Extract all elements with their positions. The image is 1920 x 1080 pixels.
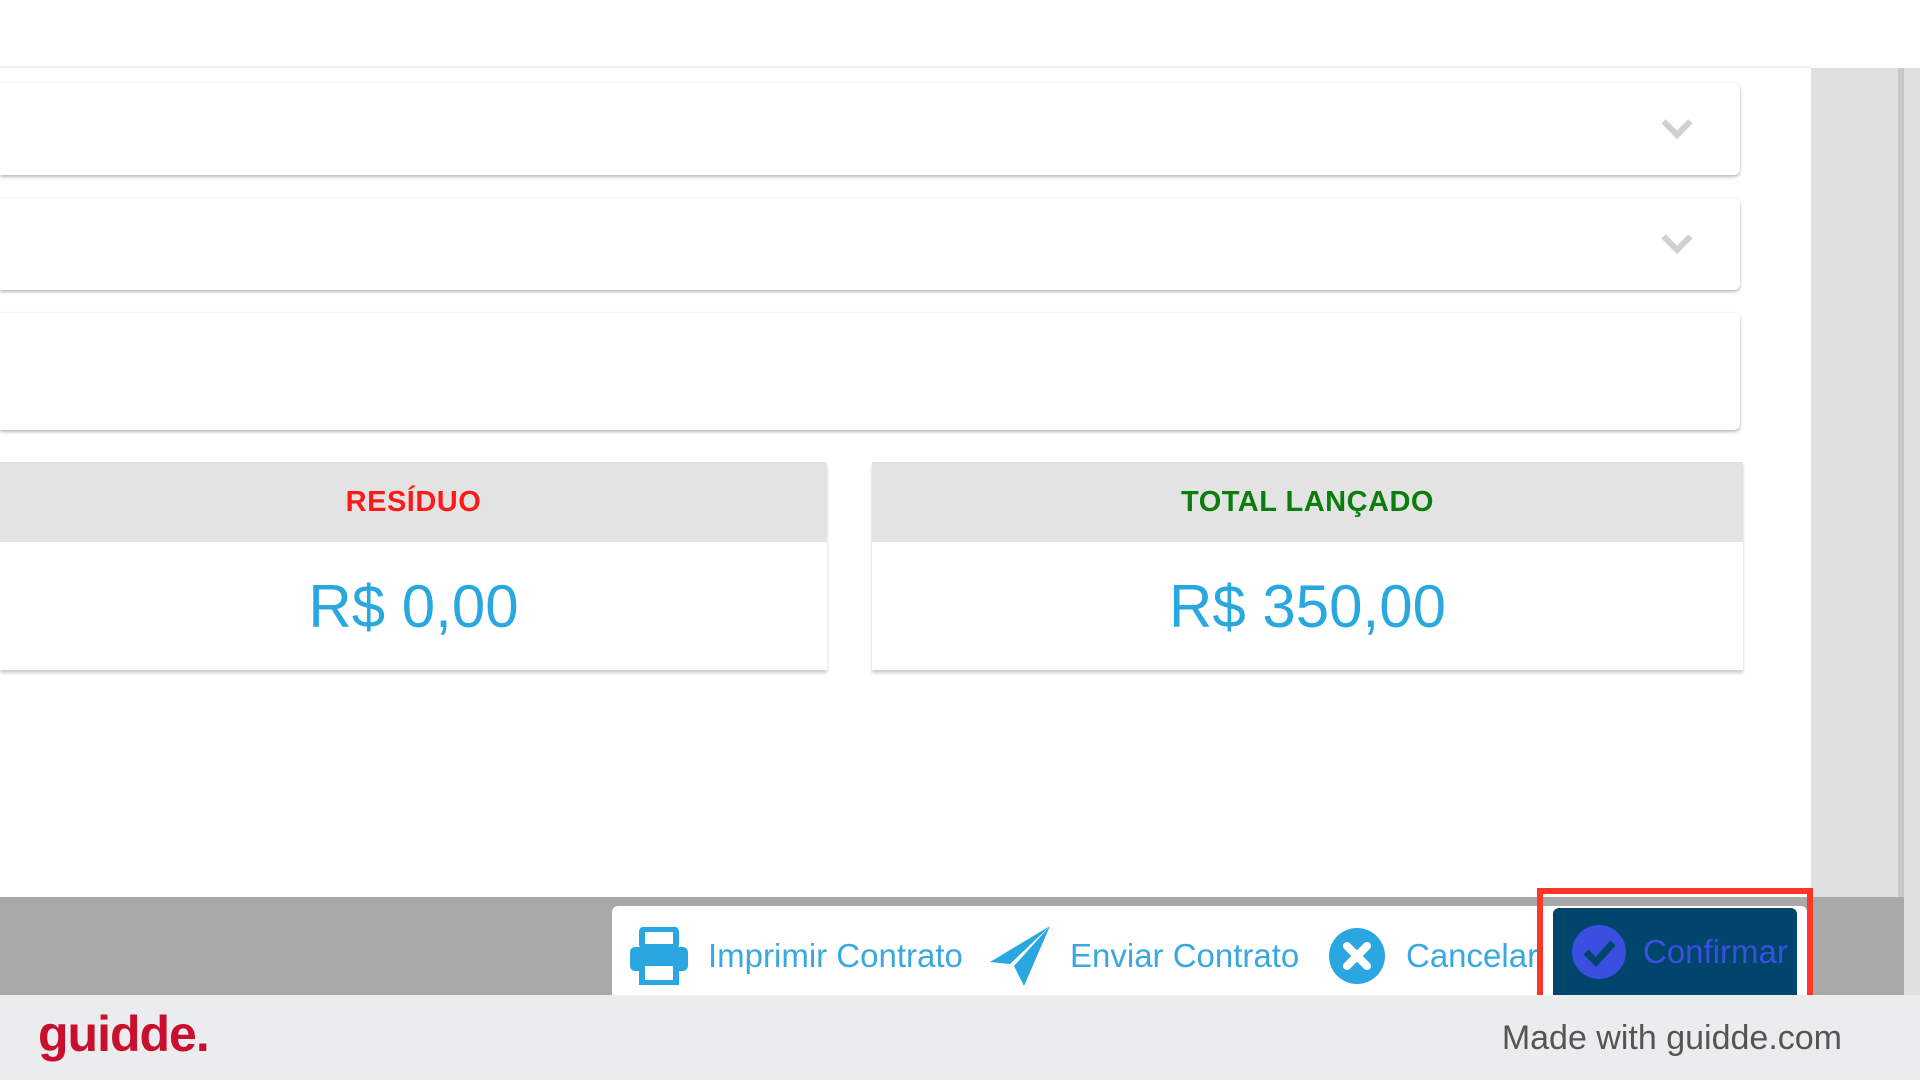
cancel-label: Cancelar [1406, 937, 1539, 974]
section-panel [0, 313, 1740, 430]
footer: guidde. Made with guidde.com [0, 995, 1920, 1080]
collapsible-section-2[interactable] [0, 198, 1740, 290]
total-lancado-box: TOTAL LANÇADO R$ 350,00 [872, 462, 1743, 670]
residuo-label: RESÍDUO [0, 462, 827, 542]
chevron-down-icon[interactable] [1661, 107, 1693, 140]
total-lancado-label: TOTAL LANÇADO [872, 462, 1743, 542]
printer-icon [630, 927, 688, 985]
made-with-guidde: Made with guidde.com [1501, 1019, 1842, 1057]
close-circle-icon [1329, 928, 1385, 984]
send-contract-button[interactable]: Enviar Contrato [988, 926, 1299, 986]
confirm-button[interactable]: Confirmar [1553, 908, 1797, 995]
print-contract-button[interactable]: Imprimir Contrato [628, 926, 963, 986]
chevron-down-icon[interactable] [1661, 222, 1693, 255]
confirm-label: Confirmar [1643, 932, 1788, 970]
collapsible-section-1[interactable] [0, 83, 1740, 175]
cancel-button[interactable]: Cancelar [1328, 926, 1538, 986]
check-circle-icon [1572, 924, 1626, 979]
print-contract-label: Imprimir Contrato [708, 937, 963, 974]
highlight-box [1537, 888, 1813, 998]
residuo-value: R$ 0,00 [308, 572, 519, 640]
paper-plane-icon [990, 926, 1050, 986]
guidde-logo: guidde. [38, 1006, 210, 1062]
total-lancado-value: R$ 350,00 [1169, 572, 1446, 640]
scrollbar[interactable] [1898, 68, 1904, 995]
residuo-box: RESÍDUO R$ 0,00 [0, 462, 827, 670]
send-contract-label: Enviar Contrato [1070, 937, 1300, 974]
top-divider [0, 66, 1811, 68]
